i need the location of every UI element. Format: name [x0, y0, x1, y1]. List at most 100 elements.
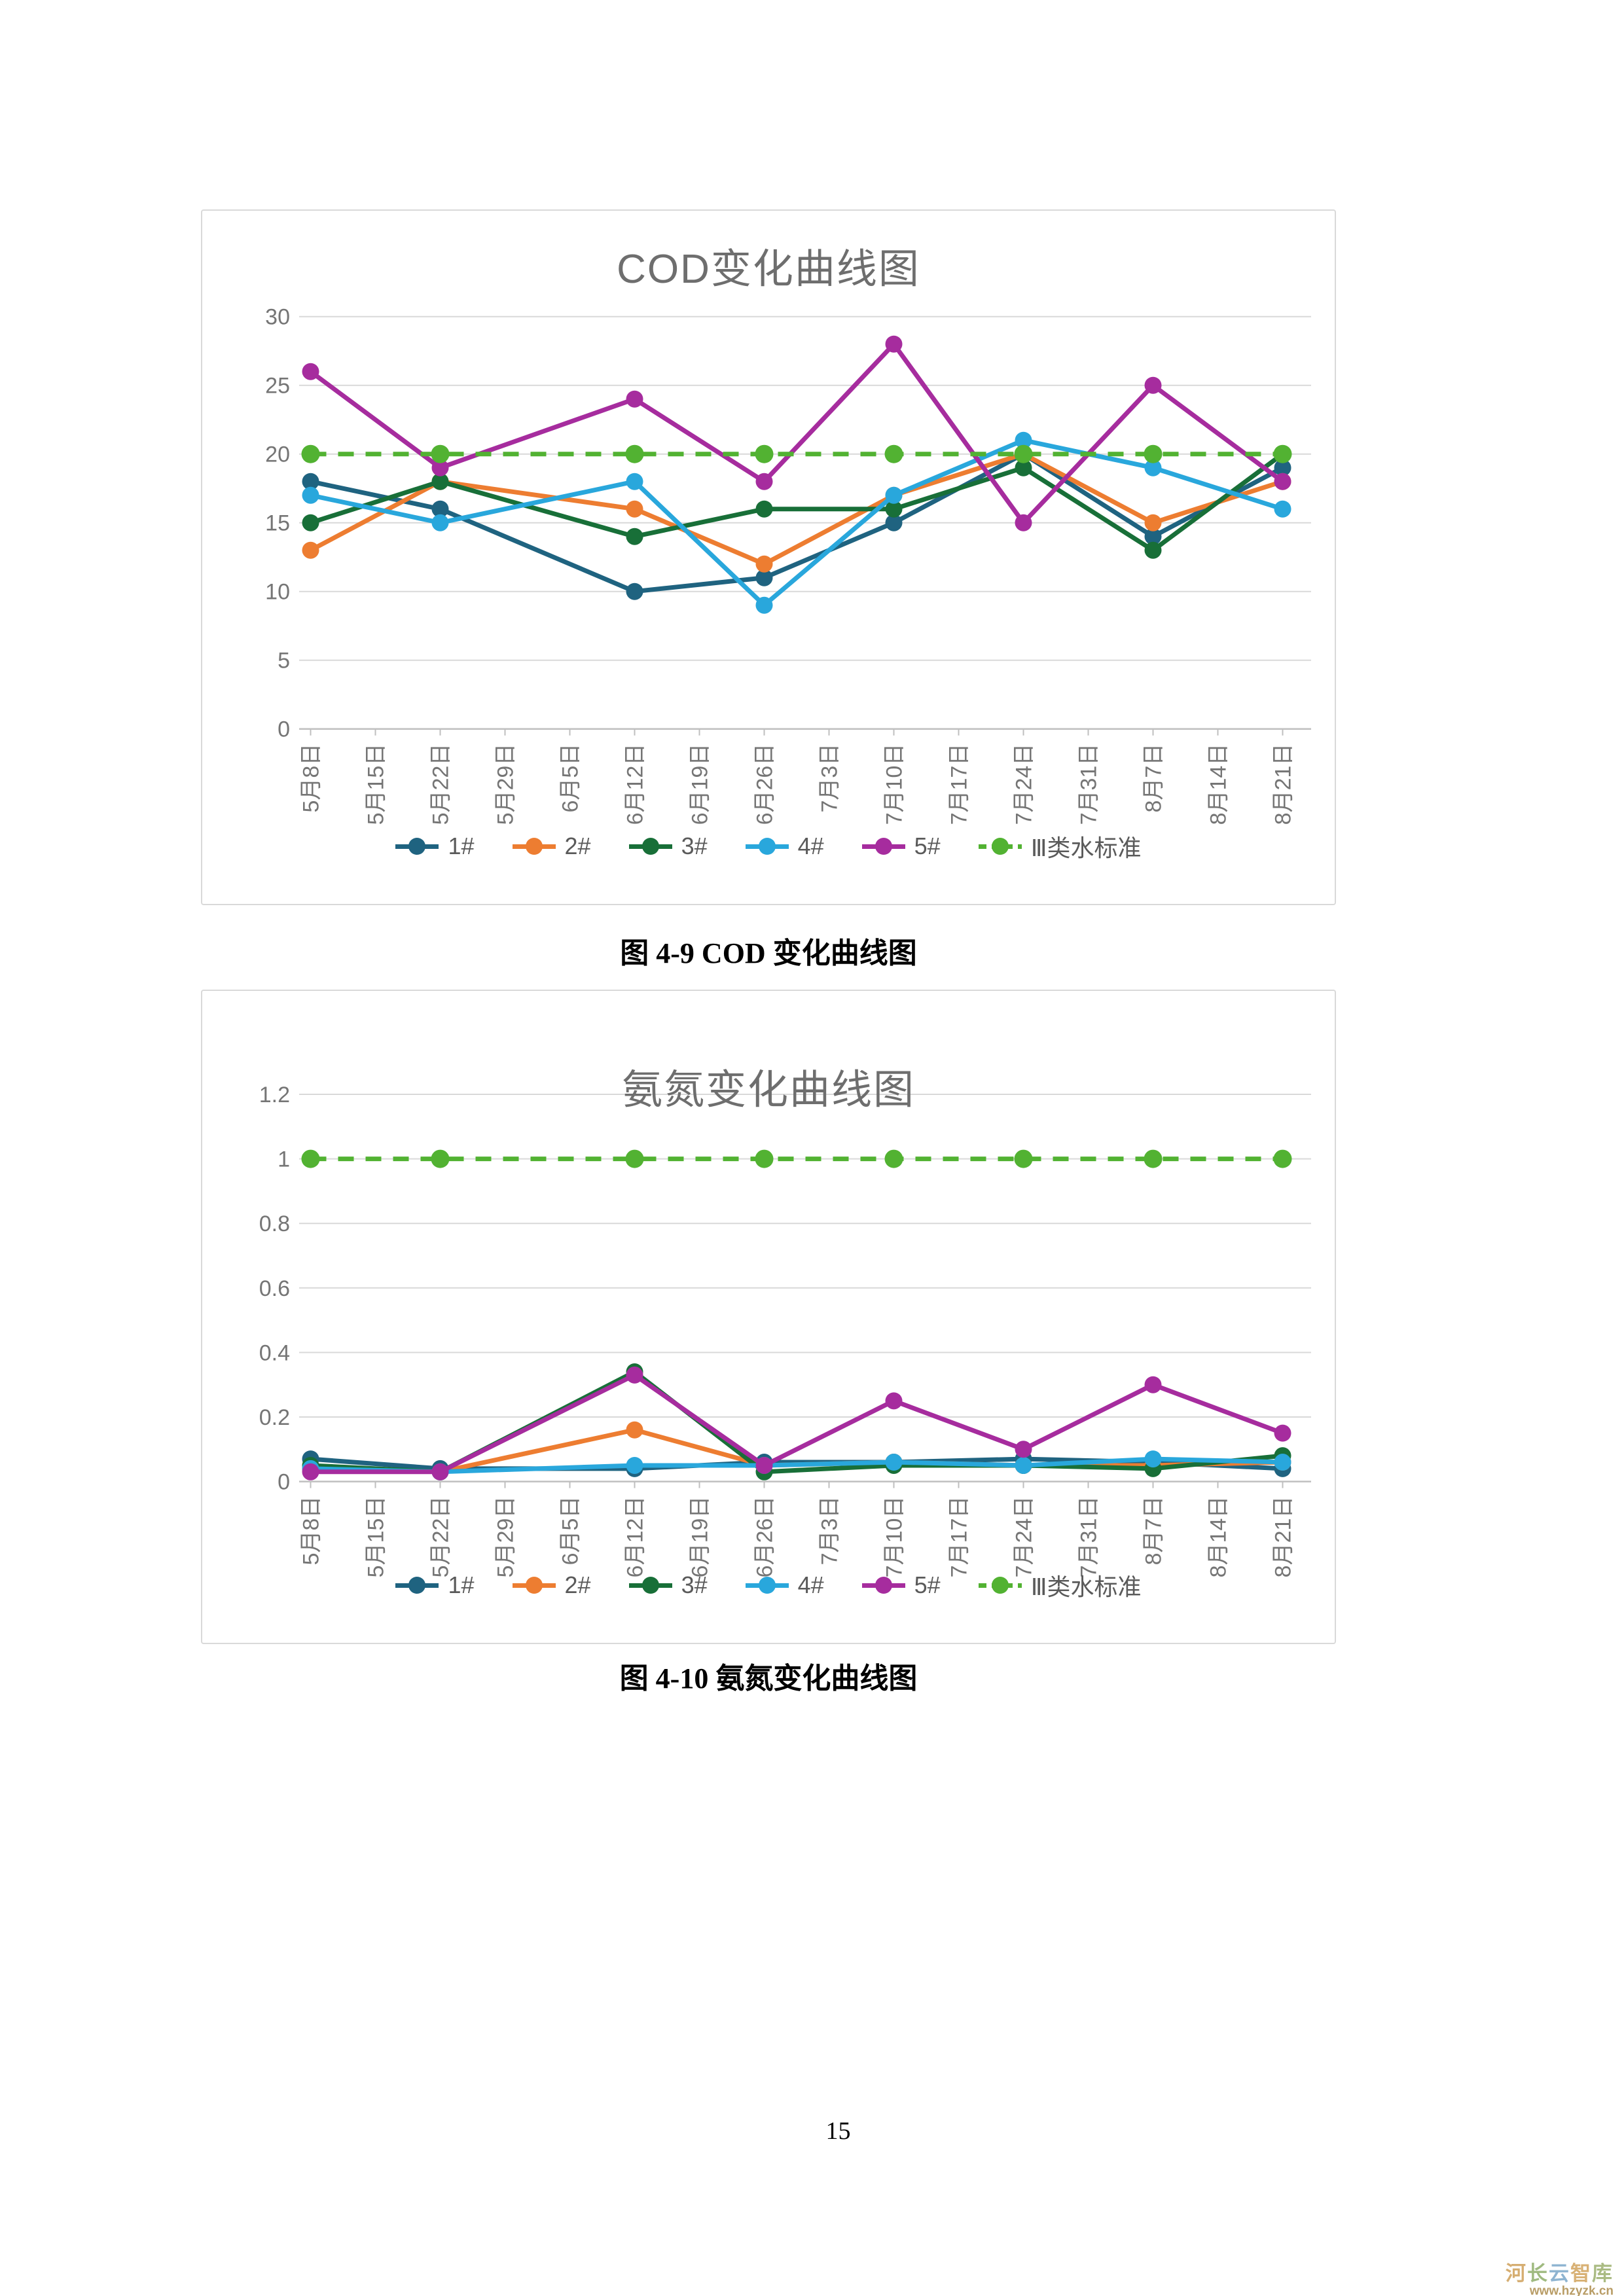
y-axis-tick-label: 0: [278, 717, 290, 742]
data-point-Ⅲ类水标准: [1144, 1149, 1163, 1168]
legend-item-2#: 2#: [512, 833, 591, 860]
data-point-5#: [626, 1366, 643, 1384]
legend-label: 2#: [564, 1571, 591, 1598]
data-point-5#: [302, 363, 319, 380]
data-point-4#: [1274, 500, 1291, 518]
series-line-3#: [310, 1369, 1283, 1475]
data-point-Ⅲ类水标准: [1014, 1149, 1033, 1168]
legend-label: Ⅲ类水标准: [1030, 1573, 1142, 1600]
ammonia-chart-legend: 1# 2# 3# 4# 5# Ⅲ类水标准: [202, 1568, 1335, 1602]
y-axis-tick-label: 15: [265, 511, 290, 536]
data-point-4#: [885, 486, 903, 504]
x-axis-tick-label: 6月26日: [753, 1496, 778, 1578]
data-point-Ⅲ类水标准: [431, 1149, 450, 1168]
legend-marker-icon: [861, 838, 905, 855]
ammonia-chart: 0 0.2 0.4 0.6 0.8 1 1.2 5月8日 5月15日 5月22日 5月29日 6月5日…: [201, 990, 1336, 1644]
legend-label: 5#: [914, 833, 941, 859]
x-axis-tick-label: 7月24日: [1012, 1496, 1037, 1578]
data-point-5#: [885, 1392, 903, 1410]
data-point-3#: [431, 473, 449, 490]
page-number: 15: [825, 2117, 851, 2145]
legend-item-4#: 4#: [745, 1571, 824, 1599]
data-point-2#: [755, 555, 773, 573]
legend-label: 5#: [914, 1571, 941, 1598]
data-point-2#: [626, 500, 643, 518]
x-axis-tick-label: 7月31日: [1077, 744, 1102, 825]
legend-marker-icon: [512, 838, 556, 855]
data-point-1#: [626, 583, 643, 600]
data-point-2#: [302, 541, 319, 559]
x-axis-tick-label: 6月26日: [753, 744, 778, 825]
data-point-5#: [1144, 1376, 1162, 1393]
legend-item-2#: 2#: [512, 1571, 591, 1599]
x-axis-tick-label: 8月7日: [1142, 744, 1166, 813]
data-point-Ⅲ类水标准: [625, 1149, 644, 1168]
cod-chart: 0 5 10 15 20 25 30 5月8日 5月15日 5月22日 5月29日 6月5日 6月12日…: [201, 209, 1336, 905]
data-point-5#: [302, 1463, 319, 1480]
data-point-4#: [626, 1456, 643, 1474]
data-point-1#: [431, 500, 449, 518]
x-axis-tick-label: 5月8日: [299, 744, 324, 813]
data-point-Ⅲ类水标准: [625, 444, 644, 463]
data-point-4#: [1144, 1450, 1162, 1468]
watermark-url: www.hzyzk.cn: [1529, 2284, 1614, 2296]
legend-item-1#: 1#: [395, 833, 475, 860]
x-axis-tick-label: 8月14日: [1206, 1496, 1231, 1578]
data-point-4#: [626, 473, 643, 490]
y-axis-tick-label: 10: [265, 580, 290, 605]
data-point-1#: [1274, 459, 1291, 476]
ammonia-chart-title: 氨氮变化曲线图: [621, 1067, 915, 1113]
legend-label: 4#: [797, 1571, 824, 1598]
data-point-5#: [885, 335, 903, 353]
legend-label: 1#: [448, 833, 475, 859]
legend-marker-icon: [861, 1577, 905, 1594]
data-point-1#: [1144, 528, 1162, 545]
data-point-4#: [1144, 459, 1162, 476]
x-axis-tick-label: 5月22日: [429, 1496, 454, 1578]
legend-label: 4#: [797, 833, 824, 859]
y-axis-tick-label: 20: [265, 442, 290, 467]
data-point-5#: [1015, 1441, 1032, 1458]
watermark: 河长云智库 www.hzyzk.cn: [1506, 2263, 1614, 2296]
data-point-Ⅲ类水标准: [301, 1149, 320, 1168]
y-axis-tick-label: 5: [278, 649, 290, 673]
legend-marker-icon: [628, 838, 672, 855]
figure-caption-4-10: 图 4-10 氨氮变化曲线图: [619, 1662, 918, 1695]
legend-marker-icon: [745, 1577, 789, 1594]
data-point-2#: [1144, 514, 1162, 531]
cod-chart-legend: 1# 2# 3# 4# 5# Ⅲ类水标准: [202, 829, 1335, 863]
y-axis-tick-label: 25: [265, 374, 290, 399]
data-point-3#: [1144, 541, 1162, 559]
data-point-Ⅲ类水标准: [755, 444, 774, 463]
data-point-4#: [1274, 1454, 1291, 1471]
watermark-char: 河: [1506, 2262, 1527, 2285]
ammonia-chart-plot: 0 0.2 0.4 0.6 0.8 1 1.2 5月8日 5月15日 5月22日 5月29日 6月5日…: [259, 1083, 1311, 1578]
data-point-Ⅲ类水标准: [755, 1149, 774, 1168]
data-point-4#: [885, 1454, 903, 1471]
legend-item-1#: 1#: [395, 1571, 475, 1599]
series-line-3#: [310, 452, 1284, 553]
x-axis-tick-label: 5月15日: [364, 1496, 389, 1578]
legend-item-5#: 5#: [861, 833, 941, 860]
x-axis-tick-label: 7月31日: [1077, 1496, 1102, 1578]
data-point-5#: [755, 1456, 773, 1474]
x-axis-tick-label: 8月21日: [1271, 744, 1296, 825]
figure-caption-4-9: 图 4-9 COD 变化曲线图: [620, 937, 917, 969]
series-line-5#: [310, 1372, 1284, 1475]
x-axis-tick-label: 7月17日: [947, 1496, 972, 1578]
legend-marker-icon: [512, 1577, 556, 1594]
data-point-4#: [1015, 1456, 1032, 1474]
x-axis-tick-label: 6月12日: [623, 744, 648, 825]
x-axis-tick-label: 5月8日: [299, 1496, 324, 1566]
cod-chart-plot: 0 5 10 15 20 25 30 5月8日 5月15日 5月22日 5月29日 6月5日 6月12日…: [265, 305, 1311, 825]
x-axis-tick-label: 7月10日: [882, 744, 907, 825]
x-axis-tick-label: 6月19日: [688, 1496, 713, 1578]
legend-item-Ⅲ类水标准: Ⅲ类水标准: [978, 1568, 1142, 1602]
data-point-3#: [885, 500, 903, 518]
y-axis-tick-label: 1: [278, 1147, 290, 1172]
data-point-5#: [1144, 376, 1162, 394]
x-axis-tick-label: 6月19日: [688, 744, 713, 825]
watermark-text: 河长云智库: [1506, 2263, 1614, 2284]
legend-item-4#: 4#: [745, 833, 824, 860]
